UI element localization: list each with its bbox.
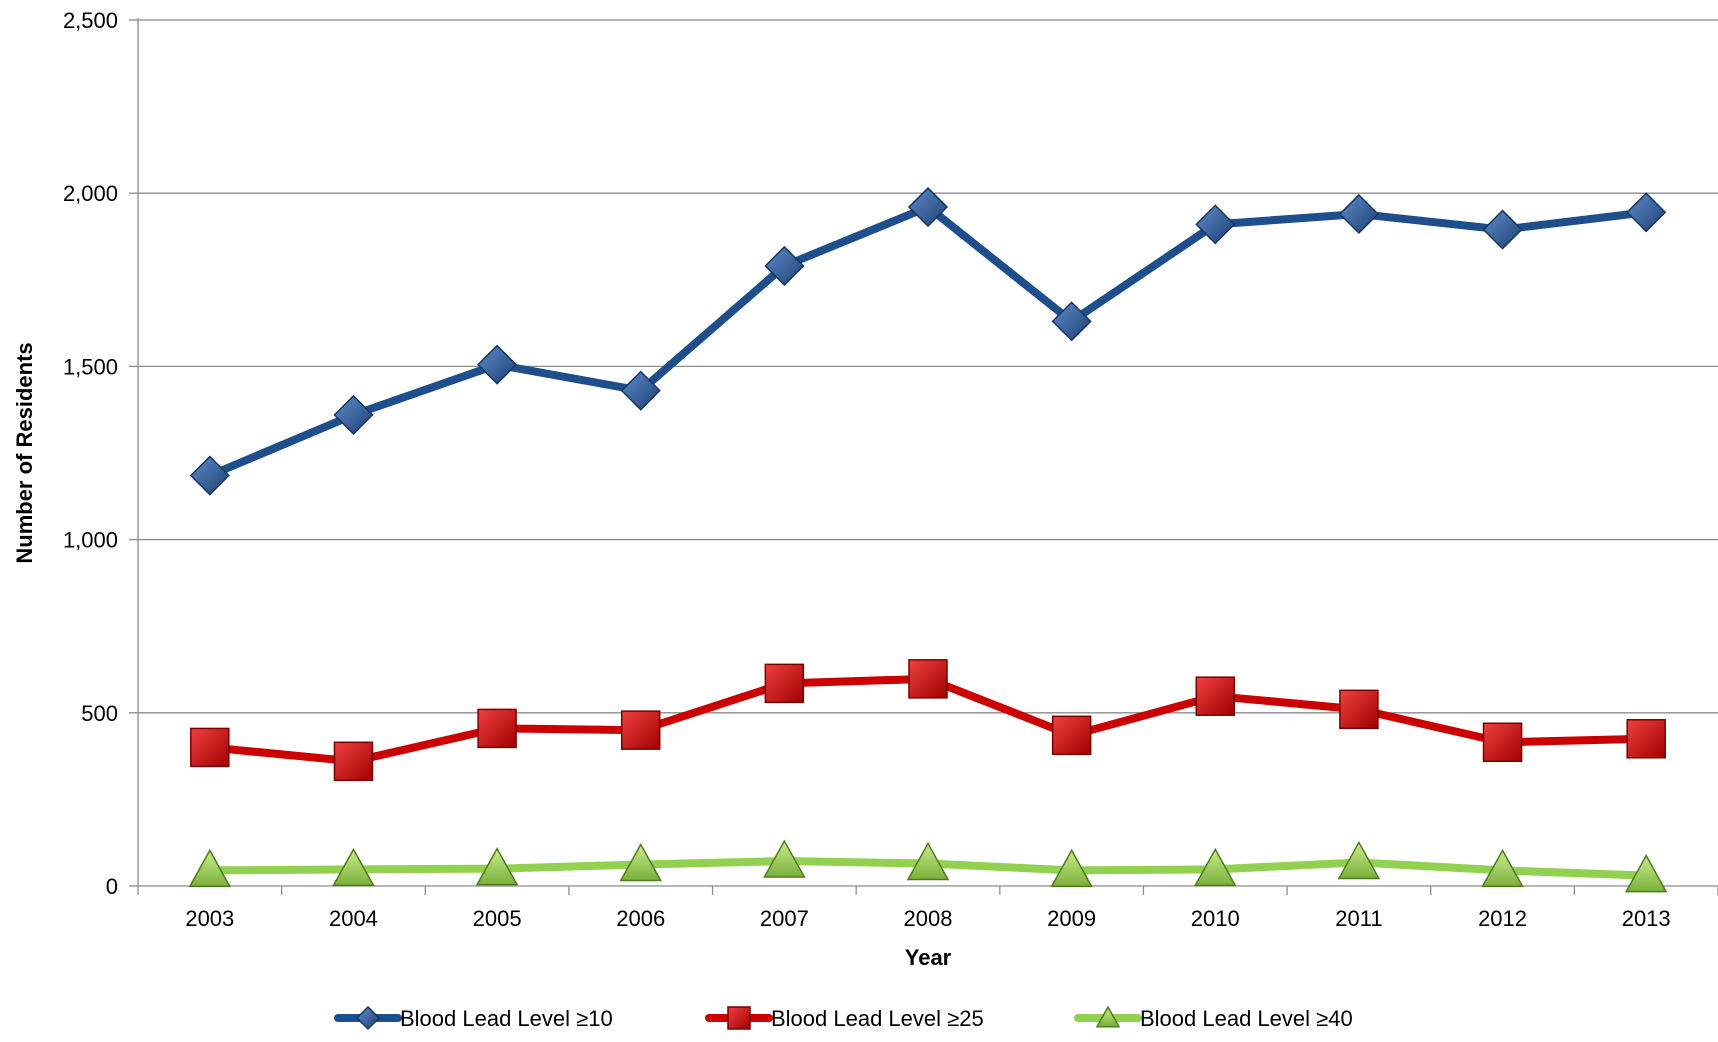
series-2-point xyxy=(1482,722,1523,762)
legend-item-1: Blood Lead Level ≥10 xyxy=(334,1005,613,1031)
legend-label: Blood Lead Level ≥10 xyxy=(400,1006,613,1031)
series-1-point xyxy=(1338,193,1379,235)
series-3-point xyxy=(1624,854,1668,893)
series-1-point xyxy=(1626,192,1667,233)
x-tick-label: 2007 xyxy=(760,906,809,931)
series-2 xyxy=(190,659,1666,782)
legend: Blood Lead Level ≥10 Blood Lead Level ≥25… xyxy=(334,1005,1353,1031)
series-2-point xyxy=(477,708,517,749)
y-tick-label: 1,500 xyxy=(63,354,118,379)
x-tick-label: 2010 xyxy=(1191,906,1240,931)
x-tick-label: 2003 xyxy=(185,906,234,931)
series-3-point xyxy=(1337,840,1381,880)
y-tick-label: 2,500 xyxy=(63,8,118,33)
series-1-point xyxy=(1051,301,1092,342)
y-tick-label: 0 xyxy=(106,874,118,899)
x-tick-label: 2011 xyxy=(1335,906,1382,931)
series-1-point xyxy=(764,245,805,287)
series-3 xyxy=(188,839,1668,893)
series-3-point xyxy=(906,841,950,881)
legend-swatch-marker xyxy=(727,1006,751,1030)
legend-label: Blood Lead Level ≥25 xyxy=(771,1006,984,1031)
legend-swatch-marker xyxy=(1095,1005,1121,1028)
x-tick-label: 2005 xyxy=(473,906,522,931)
axes xyxy=(129,18,1718,895)
x-tick-label: 2012 xyxy=(1478,906,1527,931)
legend-label: Blood Lead Level ≥40 xyxy=(1140,1006,1353,1031)
series-1-point xyxy=(1482,209,1523,250)
series-1 xyxy=(189,186,1667,496)
series-3-point xyxy=(619,842,663,882)
x-tick-label: 2004 xyxy=(329,906,378,931)
x-tick-label: 2013 xyxy=(1622,906,1671,931)
y-axis-title: Number of Residents xyxy=(12,342,37,563)
series-1-point xyxy=(1195,204,1236,245)
x-tick-label: 2009 xyxy=(1047,906,1096,931)
series-1-point xyxy=(333,394,374,435)
series-2-point xyxy=(1626,719,1666,759)
legend-item-3: Blood Lead Level ≥40 xyxy=(1074,1005,1353,1031)
series-1-point xyxy=(620,370,661,411)
series-1-point xyxy=(189,455,230,496)
series-3-point xyxy=(763,839,806,878)
series-3-point xyxy=(1050,848,1093,888)
series-3-point xyxy=(1481,848,1524,888)
series-3-point xyxy=(332,847,375,887)
series-2-point xyxy=(1051,715,1092,756)
series-3-point xyxy=(1193,847,1237,887)
x-axis-title: Year xyxy=(905,945,952,970)
series-3-point xyxy=(188,848,232,888)
y-tick-label: 2,000 xyxy=(63,181,118,206)
series xyxy=(188,186,1668,893)
y-tick-label: 1,000 xyxy=(63,528,118,553)
series-1-point xyxy=(907,186,949,228)
series-2-point xyxy=(1195,676,1236,716)
tick-labels: 0 500 1,000 1,500 2,000 2,500 2003 2004 2005 2006… xyxy=(63,8,1671,931)
x-tick-label: 2008 xyxy=(904,906,953,931)
series-2-point xyxy=(1339,689,1379,730)
series-1-point xyxy=(477,344,518,385)
x-tick-label: 2006 xyxy=(616,906,665,931)
legend-swatch-marker xyxy=(355,1005,381,1031)
gridlines xyxy=(138,19,1718,714)
legend-item-2: Blood Lead Level ≥25 xyxy=(705,1006,984,1031)
series-2-point xyxy=(908,659,948,699)
series-2-point xyxy=(620,710,661,750)
series-1-line xyxy=(205,203,1651,480)
y-tick-label: 500 xyxy=(81,701,118,726)
series-2-point xyxy=(333,741,374,782)
series-2-point xyxy=(190,727,230,768)
series-2-point xyxy=(764,663,805,704)
series-3-point xyxy=(475,847,519,886)
